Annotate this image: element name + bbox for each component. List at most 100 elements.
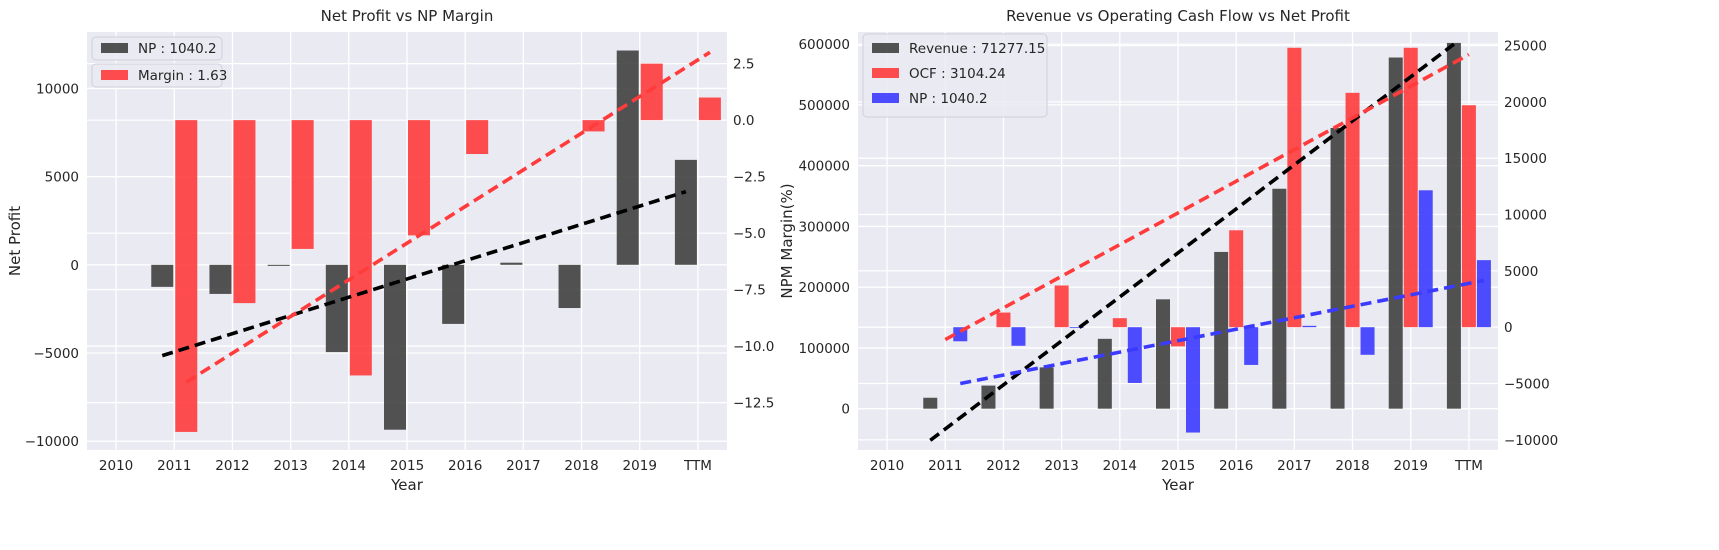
y2-tick-label: 25000: [1504, 39, 1547, 55]
legend-swatch-margin: [101, 70, 128, 80]
x-tick-label: 2019: [1394, 458, 1428, 474]
trend-line-margin: [185, 50, 711, 384]
x-tick-label: 2011: [157, 458, 191, 474]
y-axis-label: Net Profit: [6, 206, 24, 276]
bar-margin-2011: [175, 120, 198, 432]
y-tick-label: 200000: [798, 280, 850, 296]
x-tick-label: 2013: [1044, 458, 1078, 474]
y-tick-label: 500000: [798, 98, 850, 114]
bar-revenue-2013: [1039, 367, 1054, 409]
bar-np-2012: [1011, 327, 1026, 346]
x-tick-label: 2018: [1335, 458, 1369, 474]
bar-margin-2016: [466, 120, 489, 155]
bar-np-2017: [500, 262, 523, 265]
bar-revenue-2016: [1214, 251, 1229, 409]
y-tick-label: 0: [70, 258, 79, 274]
bar-np-2018: [558, 264, 581, 309]
bar-revenue-TTM: [1446, 42, 1461, 409]
x-tick-label: 2012: [215, 458, 249, 474]
bar-np-2015: [384, 264, 406, 430]
bar-ocf-2018: [1345, 92, 1360, 328]
bar-margin-2014: [349, 120, 372, 376]
bar-np-2014: [325, 264, 348, 353]
y2-tick-label: 10000: [1504, 208, 1547, 224]
chart-panel-2: 0100000200000300000400000500000600000−10…: [798, 7, 1558, 494]
y2-tick-label: −10.0: [733, 339, 774, 355]
chart-title: Net Profit vs NP Margin: [321, 7, 494, 25]
legend-swatch-revenue: [872, 43, 899, 53]
bar-revenue-2014: [1097, 338, 1112, 409]
bar-margin-2012: [233, 120, 256, 304]
bar-ocf-2012: [996, 312, 1011, 328]
x-tick-label: 2015: [1161, 458, 1195, 474]
y-tick-label: 0: [841, 402, 850, 418]
trend-line-ocf: [944, 52, 1470, 342]
bar-revenue-2019: [1388, 57, 1403, 409]
x-tick-label: 2013: [273, 458, 307, 474]
y-tick-label: 5000: [45, 170, 79, 186]
x-tick-label: 2015: [390, 458, 424, 474]
y2-tick-label: −10000: [1504, 433, 1558, 449]
bar-revenue-2018: [1330, 127, 1345, 409]
bar-revenue-2011: [923, 397, 938, 409]
y2-tick-label: −7.5: [733, 283, 766, 299]
bar-np-2015: [1186, 327, 1200, 433]
legend-label-np: NP : 1040.2: [138, 41, 217, 57]
bar-np-2019: [616, 50, 639, 265]
bar-np-2018: [1360, 327, 1375, 355]
bar-revenue-2015: [1156, 299, 1170, 409]
bar-margin-2013: [291, 120, 314, 249]
x-tick-label: 2012: [986, 458, 1020, 474]
bar-np-2013: [267, 264, 290, 266]
x-axis-label: Year: [390, 476, 424, 494]
x-tick-label: 2016: [448, 458, 482, 474]
x-tick-label: 2019: [623, 458, 657, 474]
bar-np-2011: [151, 264, 174, 287]
y-tick-label: 100000: [798, 341, 850, 357]
x-tick-label: TTM: [1454, 458, 1483, 474]
legend-box: [862, 33, 1048, 118]
y2-tick-label: 5000: [1504, 264, 1538, 280]
x-tick-label: 2016: [1219, 458, 1253, 474]
y2-tick-label: −5.0: [733, 226, 766, 242]
legend: NP : 1040.2 Margin : 1.63: [91, 36, 227, 88]
x-tick-label: 2010: [99, 458, 133, 474]
y-tick-label: −10000: [25, 434, 79, 450]
bar-np-TTM: [1476, 260, 1491, 328]
bar-ocf-2017: [1287, 47, 1302, 328]
x-tick-label: 2010: [870, 458, 904, 474]
y2-tick-label: 0.0: [733, 113, 754, 129]
bar-margin-2019: [640, 63, 663, 121]
bar-ocf-2014: [1112, 318, 1127, 328]
x-tick-label: 2014: [1103, 458, 1137, 474]
legend-swatch-np: [872, 93, 899, 103]
y2-axis-label: NPM Margin(%): [778, 183, 796, 298]
bar-margin-TTM: [698, 97, 721, 121]
x-tick-label: 2014: [332, 458, 366, 474]
bar-np-2014: [1127, 327, 1142, 383]
bar-ocf-2016: [1229, 230, 1244, 328]
y-tick-label: 600000: [798, 37, 850, 53]
y2-tick-label: −5000: [1504, 377, 1550, 393]
y2-tick-label: 2.5: [733, 57, 754, 73]
legend-label-margin: Margin : 1.63: [138, 68, 227, 84]
trend-line-np: [959, 278, 1485, 386]
bar-np-2012: [209, 264, 232, 294]
x-tick-label: 2018: [564, 458, 598, 474]
x-tick-label: TTM: [683, 458, 712, 474]
y-tick-label: 400000: [798, 159, 850, 175]
bar-ocf-2019: [1403, 47, 1418, 328]
legend-label-np: NP : 1040.2: [909, 91, 988, 107]
trend-line-np: [161, 189, 687, 358]
x-tick-label: 2017: [1277, 458, 1311, 474]
y2-tick-label: 20000: [1504, 95, 1547, 111]
y2-tick-label: −2.5: [733, 170, 766, 186]
chart-panel-1: −10000 −5000 0 5000 10000 −12.5 −10.0 −7.5 −5.0 −…: [6, 7, 796, 494]
legend-box: [91, 36, 223, 61]
bar-ocf-2015: [1171, 327, 1185, 347]
chart-title: Revenue vs Operating Cash Flow vs Net Pr…: [1006, 7, 1350, 25]
legend-swatch-np: [101, 43, 128, 53]
y2-tick-label: 15000: [1504, 151, 1547, 167]
